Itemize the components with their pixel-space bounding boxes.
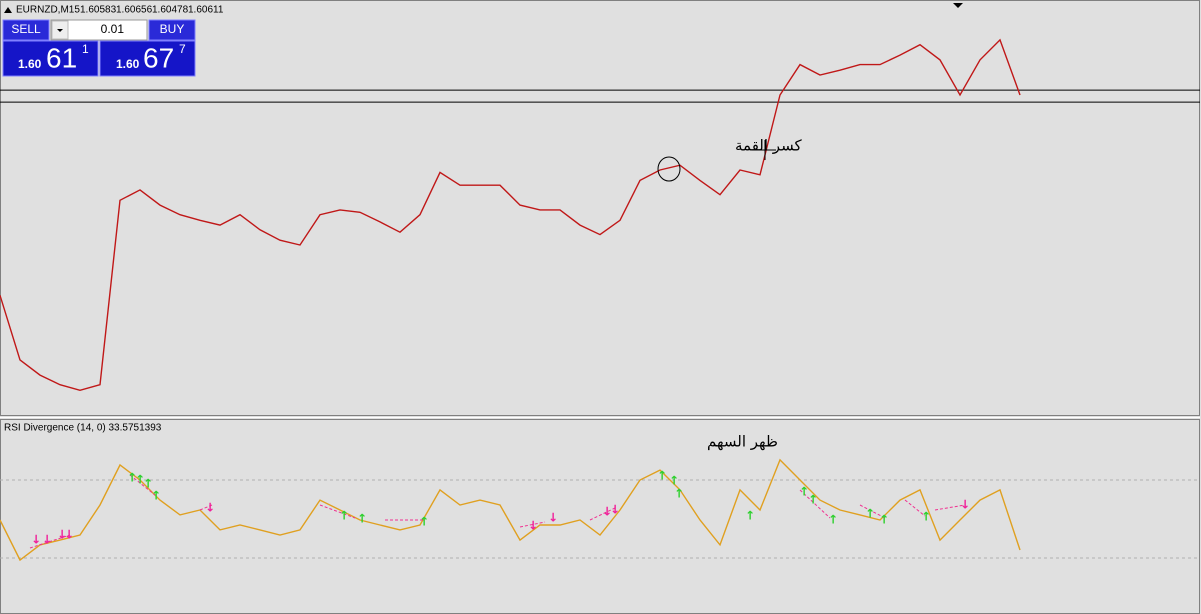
sell-arrow: ↓ bbox=[64, 528, 74, 542]
buy-price-small: 7 bbox=[179, 42, 186, 56]
buy-arrow: ↑ bbox=[745, 509, 755, 523]
indicator-pane bbox=[0, 419, 1200, 614]
sell-arrow: ↓ bbox=[31, 533, 41, 547]
lot-value[interactable]: 0.01 bbox=[101, 22, 125, 36]
buy-price-prefix: 1.60 bbox=[116, 57, 140, 71]
buy-price-box[interactable] bbox=[99, 40, 196, 77]
annotation-text: ظهر السهم bbox=[707, 433, 778, 451]
sell-arrow: ↓ bbox=[602, 505, 612, 519]
sell-arrow: ↓ bbox=[960, 498, 970, 512]
sell-price-small: 1 bbox=[82, 42, 89, 56]
buy-arrow: ↑ bbox=[135, 473, 145, 487]
collapse-icon bbox=[4, 7, 12, 13]
header-high: 1.60656 bbox=[116, 5, 153, 16]
buy-label[interactable]: BUY bbox=[160, 22, 185, 36]
sell-arrow: ↓ bbox=[610, 503, 620, 517]
buy-arrow: ↑ bbox=[143, 477, 153, 491]
header-open: 1.60583 bbox=[80, 5, 117, 16]
trade-panel: SELL 0.01 BUY 1.60 61 1 1.60 67 7 bbox=[2, 19, 196, 77]
main-pane bbox=[0, 0, 1200, 416]
lot-field[interactable] bbox=[50, 19, 148, 41]
sell-arrow: ↓ bbox=[205, 501, 215, 515]
buy-arrow: ↑ bbox=[828, 513, 838, 527]
buy-arrow: ↑ bbox=[865, 507, 875, 521]
price-line bbox=[0, 38, 1021, 392]
signal-arrows: ↓ ↓ ↓ ↓ ↓ ↓ ↓ ↓ ↓ ↓ ↑ ↑ ↑ ↑ ↑ ↑ ↑ ↑ ↑ ↑ … bbox=[31, 469, 970, 547]
buy-arrow: ↑ bbox=[808, 493, 818, 507]
header-low: 1.60478 bbox=[152, 5, 189, 16]
buy-arrow: ↑ bbox=[151, 489, 161, 503]
buy-arrow: ↑ bbox=[127, 471, 137, 485]
rsi-line bbox=[0, 458, 1021, 562]
buy-arrow: ↑ bbox=[669, 474, 679, 488]
sell-price-prefix: 1.60 bbox=[18, 57, 42, 71]
header-symbol: EURNZD,M15 bbox=[16, 5, 80, 16]
buy-arrow: ↑ bbox=[921, 510, 931, 524]
sell-price-box[interactable] bbox=[2, 40, 99, 77]
sell-price-big: 61 bbox=[46, 42, 77, 73]
buy-arrow: ↑ bbox=[419, 515, 429, 529]
rsi-divergence bbox=[29, 474, 966, 549]
buy-arrow: ↑ bbox=[657, 469, 667, 483]
buy-arrow: ↑ bbox=[357, 512, 367, 526]
buy-arrow: ↑ bbox=[674, 487, 684, 501]
sell-arrow: ↓ bbox=[42, 533, 52, 547]
indicator-title: RSI Divergence (14, 0) 33.5751393 bbox=[4, 423, 162, 434]
header-close: 1.60611 bbox=[188, 5, 224, 16]
annotation-text: كسر القمة bbox=[735, 137, 802, 155]
sell-arrow: ↓ bbox=[57, 528, 67, 542]
buy-price-big: 67 bbox=[143, 42, 174, 73]
circle-mark bbox=[657, 156, 681, 182]
buy-arrow: ↑ bbox=[879, 513, 889, 527]
sell-arrow: ↓ bbox=[548, 511, 558, 525]
divergence-lines bbox=[29, 474, 966, 549]
sell-label[interactable]: SELL bbox=[11, 22, 41, 36]
sell-button[interactable] bbox=[2, 19, 50, 41]
shift-marker bbox=[953, 3, 963, 8]
buy-arrow: ↑ bbox=[339, 509, 349, 523]
buy-button[interactable] bbox=[148, 19, 196, 41]
dropdown-arrow bbox=[57, 29, 63, 32]
buy-arrow: ↑ bbox=[799, 485, 809, 499]
sell-arrow: ↓ bbox=[528, 519, 538, 533]
